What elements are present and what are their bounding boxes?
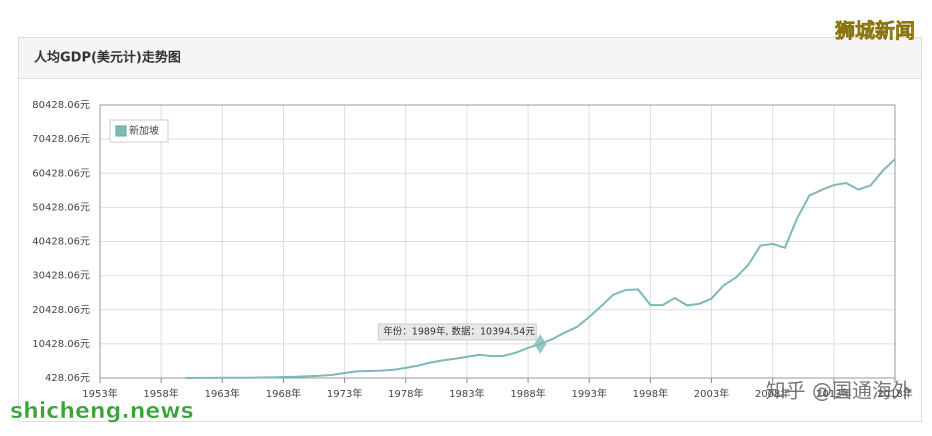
plot-area: 428.06元 10428.06元 20428.06元 30428.06元 40428.… [32, 100, 912, 400]
legend-label: 新加坡 [129, 124, 159, 137]
x-tick-label: 1963年 [205, 387, 240, 400]
watermark: 知乎 @国通海外 [766, 379, 912, 403]
y-tick-label: 50428.06元 [32, 202, 90, 213]
x-tick-label: 1973年 [327, 387, 362, 400]
y-tick-label: 20428.06元 [32, 305, 90, 316]
y-tick-label: 60428.06元 [32, 168, 90, 179]
panel-header [19, 38, 921, 78]
x-tick-label: 1993年 [572, 387, 607, 400]
legend-swatch [115, 125, 127, 137]
x-tick-label: 1968年 [266, 387, 301, 400]
x-tick-label: 1953年 [82, 387, 117, 400]
x-tick-label: 2003年 [694, 387, 729, 400]
x-tick-label: 1983年 [449, 387, 484, 400]
x-tick-label: 2013年 [816, 387, 851, 400]
panel [18, 37, 922, 422]
x-tick-label: 2018年 [877, 387, 912, 400]
x-tick-label: 1998年 [633, 387, 668, 400]
tooltip: 年份：1989年, 数据：10394.54元 [383, 325, 535, 337]
x-tick-label: 2008年 [755, 387, 790, 400]
watermark: 狮城新闻 [835, 19, 915, 43]
y-tick-label: 40428.06元 [32, 237, 90, 248]
x-tick-label: 1988年 [510, 387, 545, 400]
y-tick-label: 428.06元 [45, 373, 90, 384]
y-tick-label: 30428.06元 [32, 271, 90, 282]
y-tick-label: 70428.06元 [32, 134, 90, 145]
chart-title: 人均GDP(美元计)走势图 [34, 50, 181, 66]
y-tick-label: 10428.06元 [32, 339, 90, 350]
plot-border [99, 104, 896, 379]
highlight-point [534, 333, 547, 354]
y-tick-label: 80428.06元 [32, 100, 90, 111]
x-tick-label: 1958年 [143, 387, 178, 400]
tooltip-box [377, 323, 537, 341]
watermark: shicheng.news [10, 399, 194, 424]
x-tick-label: 1978年 [388, 387, 423, 400]
